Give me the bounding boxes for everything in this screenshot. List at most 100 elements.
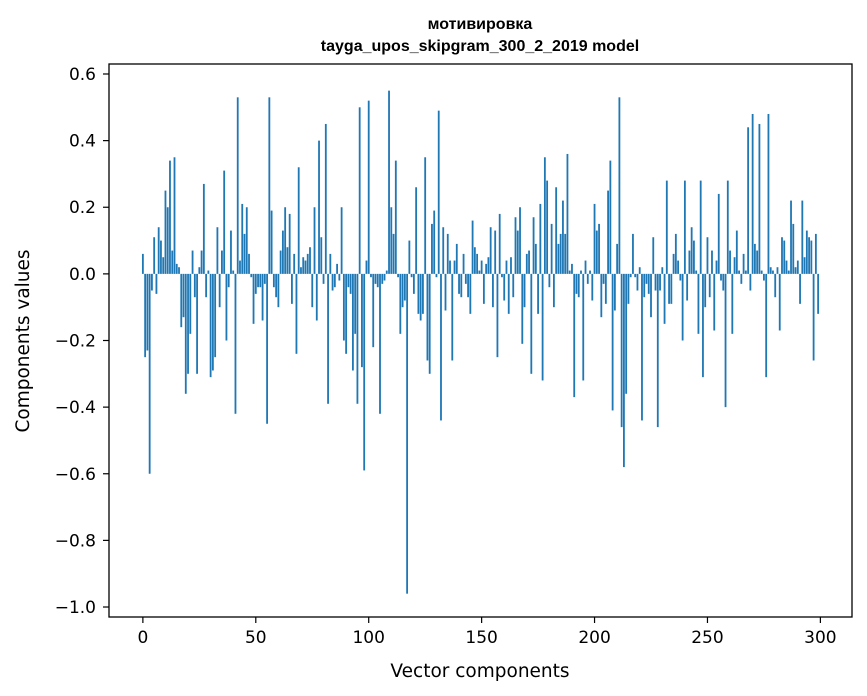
- bar-12: [169, 160, 171, 274]
- bar-126: [426, 273, 429, 361]
- bar-43: [239, 260, 241, 274]
- bar-125: [424, 157, 427, 274]
- bar-146: [471, 220, 474, 274]
- bar-206: [607, 190, 609, 274]
- bar-222: [643, 273, 646, 298]
- bar-209: [613, 273, 616, 311]
- bar-282: [778, 273, 781, 331]
- bar-197: [586, 273, 589, 284]
- bar-223: [645, 273, 648, 284]
- bar-19: [184, 273, 187, 394]
- bar-0: [141, 253, 144, 274]
- bar-228: [656, 273, 659, 428]
- bar-229: [659, 273, 661, 291]
- bar-31: [211, 273, 214, 371]
- y-tick-label: −1.0: [55, 598, 96, 618]
- bar-78: [318, 140, 320, 274]
- bar-167: [519, 207, 521, 274]
- bar-124: [422, 273, 424, 314]
- bar-48: [250, 273, 253, 278]
- bar-71: [302, 257, 305, 274]
- x-tick-label: 100: [352, 628, 384, 648]
- bar-235: [672, 253, 675, 274]
- bar-142: [462, 253, 465, 274]
- bar-166: [516, 230, 519, 274]
- bar-2: [146, 273, 149, 351]
- bar-54: [263, 273, 266, 284]
- bar-288: [792, 223, 795, 274]
- bar-249: [704, 273, 707, 308]
- bar-269: [749, 273, 752, 291]
- bar-139: [455, 243, 458, 274]
- bar-137: [451, 273, 454, 361]
- bar-121: [415, 187, 418, 274]
- bar-69: [297, 167, 300, 274]
- bar-75: [311, 273, 314, 308]
- bar-99: [365, 260, 368, 274]
- bar-254: [715, 260, 718, 274]
- bar-108: [385, 270, 388, 274]
- bar-85: [333, 273, 336, 288]
- bar-189: [568, 270, 571, 274]
- bar-295: [808, 237, 810, 274]
- bar-194: [580, 270, 582, 274]
- bar-186: [562, 200, 564, 274]
- bar-90: [345, 273, 348, 354]
- bar-250: [706, 237, 709, 274]
- bar-200: [593, 203, 596, 274]
- bar-6: [155, 273, 158, 294]
- bar-203: [600, 273, 603, 318]
- bar-1: [144, 273, 147, 358]
- bar-92: [349, 273, 352, 294]
- y-tick-label: 0.6: [69, 65, 96, 85]
- bar-93: [352, 273, 354, 371]
- bar-299: [817, 273, 820, 314]
- y-tick-label: 0.2: [69, 198, 96, 218]
- bar-294: [805, 230, 808, 274]
- bar-79: [320, 237, 323, 274]
- bar-207: [609, 160, 612, 274]
- bar-266: [742, 253, 745, 274]
- bar-267: [744, 270, 747, 274]
- bar-116: [403, 273, 406, 301]
- x-axis-label: Vector components: [390, 661, 569, 682]
- x-tick-label: 300: [804, 628, 836, 648]
- bar-175: [537, 273, 539, 314]
- bar-138: [453, 260, 456, 274]
- x-tick-label: 200: [578, 628, 610, 648]
- bar-220: [638, 267, 641, 274]
- bar-237: [677, 260, 680, 274]
- bar-55: [266, 273, 268, 424]
- bar-127: [428, 273, 431, 374]
- bar-94: [354, 273, 357, 334]
- bar-283: [781, 237, 783, 274]
- bar-35: [221, 250, 223, 274]
- bar-110: [390, 207, 393, 274]
- bar-257: [722, 273, 725, 291]
- bar-170: [525, 253, 528, 274]
- bar-34: [218, 273, 221, 308]
- bar-195: [582, 273, 585, 381]
- bar-234: [670, 273, 673, 304]
- bar-271: [753, 243, 756, 274]
- bar-87: [338, 273, 341, 281]
- bar-42: [236, 97, 239, 274]
- bar-128: [431, 223, 433, 274]
- bar-242: [688, 250, 691, 274]
- bar-188: [566, 153, 569, 274]
- bar-114: [399, 273, 402, 334]
- bars: [141, 90, 820, 594]
- bar-62: [281, 230, 284, 274]
- bar-118: [408, 240, 411, 274]
- bar-140: [458, 273, 460, 294]
- bar-111: [392, 233, 395, 274]
- bar-277: [767, 113, 770, 274]
- bar-26: [200, 250, 203, 274]
- bar-256: [720, 273, 722, 281]
- bar-11: [166, 207, 169, 274]
- bar-153: [487, 257, 490, 274]
- bar-190: [571, 263, 573, 274]
- bar-44: [241, 203, 244, 274]
- bar-247: [699, 180, 702, 274]
- bar-13: [171, 250, 174, 274]
